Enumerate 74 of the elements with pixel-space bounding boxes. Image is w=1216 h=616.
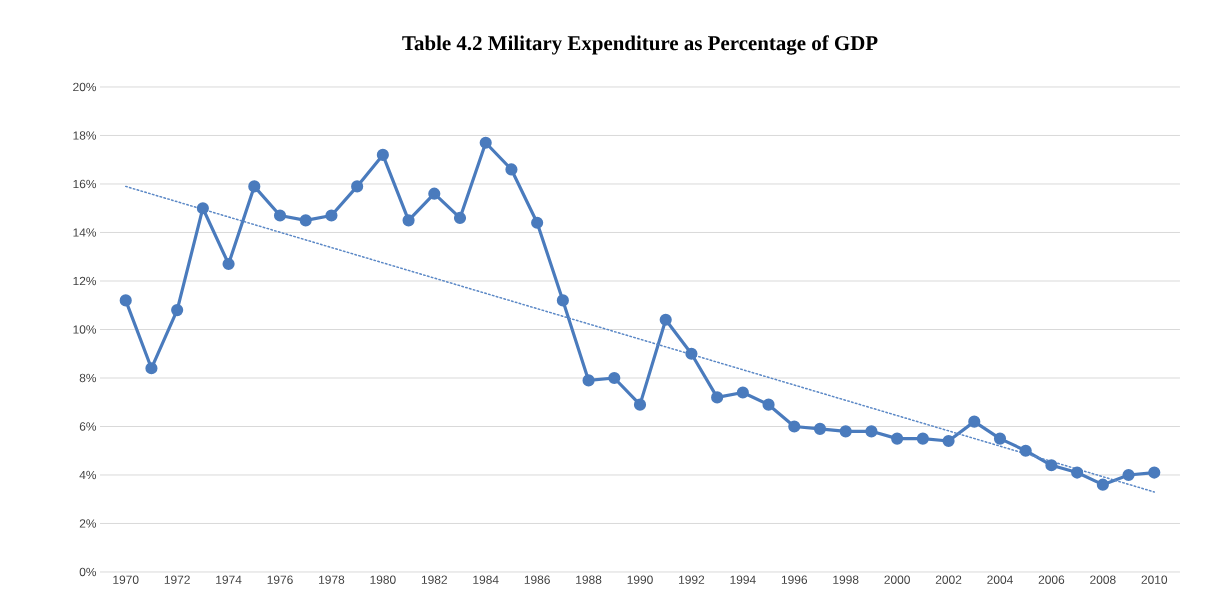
point [788, 420, 801, 433]
point [711, 391, 724, 404]
point [171, 304, 184, 317]
point [916, 432, 929, 445]
x-tick-label: 2004 [987, 575, 1013, 584]
point [222, 257, 235, 271]
point [608, 371, 621, 385]
x-tick-label: 1988 [576, 575, 602, 584]
y-tick-label: 20% [73, 82, 97, 92]
y-tick-label: 10% [73, 325, 97, 334]
x-tick-label: 1976 [267, 575, 293, 584]
y-tick-label: 12% [73, 276, 97, 286]
point [685, 347, 698, 360]
point [376, 148, 389, 161]
x-tick-label: 1970 [113, 575, 139, 584]
x-tick-label: 1990 [627, 575, 653, 584]
x-tick-label: 1978 [319, 575, 345, 584]
point [633, 398, 647, 411]
x-tick-label: 1974 [216, 575, 242, 584]
y-tick-label: 16% [73, 179, 97, 189]
x-tick-label: 1986 [524, 575, 550, 584]
x-tick-label: 1998 [833, 575, 859, 584]
point [582, 374, 595, 387]
point [556, 294, 569, 307]
point [736, 386, 749, 399]
point [428, 187, 441, 200]
point [531, 216, 544, 229]
point [659, 313, 672, 326]
point [325, 209, 338, 222]
x-tick-label: 1994 [730, 575, 756, 584]
point [351, 180, 364, 193]
y-tick-label: 4% [79, 470, 97, 480]
point [1122, 468, 1135, 482]
y-tick-label: 0% [79, 567, 97, 577]
point [865, 425, 878, 438]
point [1071, 466, 1084, 479]
point [1096, 478, 1109, 491]
y-tick-label: 14% [73, 228, 97, 237]
x-tick-label: 2002 [935, 575, 962, 584]
point [196, 202, 209, 215]
x-tick-label: 1992 [679, 575, 705, 584]
y-tick-label: 6% [79, 422, 97, 431]
point [891, 432, 904, 445]
x-tick-label: 2010 [1141, 575, 1168, 584]
point [968, 415, 981, 428]
point [1045, 459, 1058, 472]
point [479, 136, 492, 149]
point [299, 214, 312, 227]
x-tick-label: 1984 [473, 575, 499, 584]
point [119, 294, 132, 307]
point [762, 398, 775, 411]
point [453, 211, 467, 225]
point [402, 214, 415, 227]
x-tick-label: 1972 [164, 575, 190, 584]
x-tick-label: 2008 [1090, 575, 1116, 584]
chart-title: Table 4.2 Military Expenditure as Percentage of GDP [402, 35, 878, 55]
point [273, 209, 287, 222]
point [839, 425, 852, 438]
x-tick-label: 1980 [370, 575, 396, 584]
point [813, 422, 827, 435]
x-tick-label: 2000 [884, 575, 910, 584]
x-tick-label: 2006 [1038, 575, 1065, 584]
point [505, 163, 518, 176]
point [248, 180, 261, 193]
point [145, 362, 158, 375]
y-tick-label: 8% [79, 373, 97, 383]
point [942, 434, 955, 448]
point [1148, 466, 1161, 479]
point [993, 432, 1007, 445]
x-tick-label: 1996 [781, 575, 808, 584]
point [1019, 444, 1032, 457]
y-tick-label: 2% [79, 519, 97, 528]
y-tick-label: 18% [73, 131, 97, 140]
x-tick-label: 1982 [421, 575, 447, 584]
